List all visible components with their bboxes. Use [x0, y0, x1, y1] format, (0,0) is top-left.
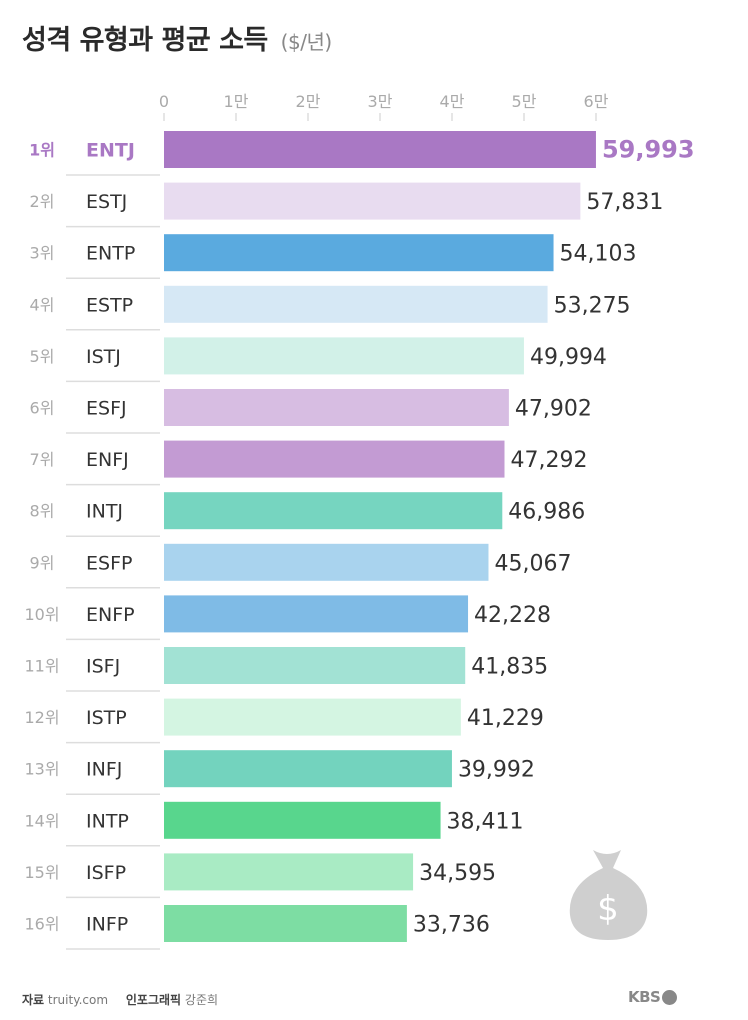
- category-label: ENTJ: [86, 140, 135, 162]
- bar-isfp: [164, 853, 414, 891]
- rank-label: 2위: [30, 192, 55, 211]
- value-label: 45,067: [494, 551, 571, 576]
- value-label: 54,103: [560, 242, 637, 267]
- x-tick-label: 6만: [584, 92, 609, 111]
- category-label: ENFJ: [86, 449, 129, 471]
- bar-estp: [164, 285, 548, 323]
- bar-entj: [164, 131, 596, 168]
- value-label: 46,986: [508, 500, 585, 525]
- bar-estj: [164, 182, 581, 220]
- rank-label: 15위: [24, 863, 59, 882]
- category-label: ISFP: [86, 862, 126, 884]
- category-label: ESFP: [86, 552, 132, 574]
- value-label: 38,411: [447, 809, 524, 834]
- bar-enfj: [164, 440, 505, 478]
- title-text: 성격 유형과 평균 소득: [22, 25, 268, 56]
- category-label: ISTJ: [86, 346, 121, 368]
- rank-label: 14위: [24, 811, 59, 830]
- title-unit: ($/년): [280, 30, 332, 54]
- money-bag-icon: $: [569, 850, 648, 940]
- value-label: 57,831: [586, 190, 663, 215]
- rank-label: 5위: [30, 347, 55, 366]
- category-label: ESTP: [86, 294, 133, 316]
- kbs-logo-mark: [662, 989, 678, 1005]
- value-label: 34,595: [419, 861, 496, 886]
- footer: 자료 truity.com 인포그래픽 강준희: [22, 991, 218, 1008]
- x-tick-label: 5만: [512, 92, 537, 111]
- rank-label: 13위: [24, 760, 59, 779]
- rank-label: 4위: [30, 295, 55, 314]
- category-label: ENFP: [86, 604, 135, 626]
- bar-esfj: [164, 389, 509, 426]
- rank-label: 7위: [30, 450, 55, 469]
- rank-label: 9위: [30, 553, 55, 572]
- category-label: ESTJ: [86, 191, 127, 213]
- bar-istj: [164, 337, 524, 375]
- rank-label: 3위: [30, 244, 55, 263]
- category-label: ENTP: [86, 243, 135, 265]
- value-label: 53,275: [554, 293, 631, 318]
- value-label: 33,736: [413, 913, 490, 938]
- bar-entp: [164, 234, 554, 272]
- category-label: ESFJ: [86, 398, 127, 420]
- bar-enfp: [164, 595, 469, 633]
- kbs-logo: KBS: [628, 988, 678, 1006]
- value-label: 59,993: [602, 136, 695, 164]
- bar-intj: [164, 492, 503, 530]
- credit-label: 인포그래픽: [125, 993, 182, 1007]
- rank-label: 1위: [29, 141, 55, 160]
- value-label: 39,992: [458, 758, 535, 783]
- bar-infj: [164, 750, 452, 788]
- category-label: ISTP: [86, 707, 127, 729]
- source-label: 자료: [22, 993, 45, 1007]
- x-tick-label: 1만: [224, 92, 249, 111]
- rank-label: 16위: [24, 915, 59, 934]
- value-label: 41,835: [471, 655, 548, 680]
- svg-text:$: $: [597, 889, 619, 929]
- rank-label: 8위: [30, 502, 55, 521]
- x-tick-label: 2만: [296, 92, 321, 111]
- category-label: INTP: [86, 810, 129, 832]
- bar-esfp: [164, 543, 489, 581]
- value-label: 42,228: [474, 603, 551, 628]
- kbs-logo-text: KBS: [628, 988, 661, 1006]
- credit-text: 강준희: [184, 993, 219, 1007]
- category-label: INTJ: [86, 501, 123, 523]
- category-label: ISFJ: [86, 656, 120, 678]
- x-tick-label: 3만: [368, 92, 393, 111]
- value-label: 47,292: [511, 448, 588, 473]
- category-label: INFJ: [86, 759, 122, 781]
- value-label: 49,994: [530, 345, 607, 370]
- rank-label: 12위: [24, 708, 59, 727]
- chart-title: 성격 유형과 평균 소득 ($/년): [22, 18, 332, 57]
- value-label: 41,229: [467, 706, 544, 731]
- value-label: 47,902: [515, 397, 592, 422]
- source-text: truity.com: [47, 993, 109, 1007]
- rank-label: 11위: [24, 657, 59, 676]
- x-tick-label: 0: [159, 92, 169, 111]
- bar-isfj: [164, 647, 466, 684]
- bar-infp: [164, 905, 407, 942]
- rank-label: 6위: [30, 399, 55, 418]
- rank-label: 10위: [24, 605, 59, 624]
- x-tick-label: 4만: [440, 92, 465, 111]
- bar-istp: [164, 698, 461, 736]
- category-label: INFP: [86, 914, 128, 936]
- bar-intp: [164, 801, 441, 839]
